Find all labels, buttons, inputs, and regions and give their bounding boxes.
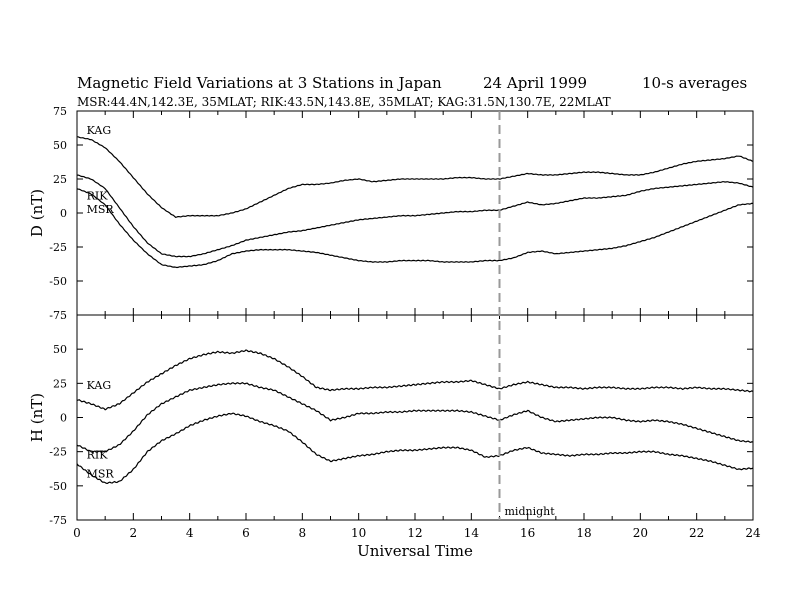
- y-tick-label-top: 75: [53, 105, 67, 118]
- y-tick-label-bottom: 0: [60, 412, 67, 425]
- x-tick-label: 22: [689, 526, 704, 540]
- y-tick-label-bottom: -25: [49, 446, 67, 459]
- y-tick-label-top: -25: [49, 241, 67, 254]
- station-coordinates: MSR:44.4N,142.3E, 35MLAT; RIK:43.5N,143.…: [77, 95, 611, 109]
- series-line-msr-top: [76, 188, 754, 269]
- chart-averaging: 10-s averages: [642, 74, 748, 92]
- y-tick-label-bottom: -50: [49, 480, 67, 493]
- x-tick-label: 24: [745, 526, 761, 540]
- series-line-kag-bottom: [76, 349, 754, 411]
- x-tick-label: 12: [407, 526, 422, 540]
- series-label-msr-top: MSR: [87, 203, 115, 216]
- chart-title: Magnetic Field Variations at 3 Stations …: [77, 74, 442, 92]
- series-line-rik-top: [77, 174, 754, 258]
- x-tick-label: 20: [633, 526, 648, 540]
- series-label-kag-top: KAG: [87, 124, 112, 137]
- x-tick-label: 8: [299, 526, 307, 540]
- series-line-rik-bottom: [76, 382, 754, 453]
- y-axis-label-bottom: H (nT): [28, 393, 46, 442]
- series-line-msr-bottom: [76, 412, 754, 485]
- y-tick-label-bottom: 25: [53, 377, 67, 390]
- x-tick-label: 0: [73, 526, 81, 540]
- x-tick-label: 16: [520, 526, 535, 540]
- y-tick-label-bottom: -75: [49, 514, 67, 527]
- midnight-label: midnight: [505, 505, 556, 518]
- x-axis-label: Universal Time: [357, 542, 473, 560]
- y-tick-label-top: 50: [53, 139, 67, 152]
- x-tick-label: 18: [576, 526, 591, 540]
- series-label-rik-bottom: RIK: [87, 449, 109, 462]
- panel-frame-bottom: [76, 314, 754, 521]
- y-axis-label-top: D (nT): [28, 189, 46, 237]
- y-tick-label-bottom: 50: [53, 343, 67, 356]
- series-label-msr-bottom: MSR: [87, 468, 115, 481]
- series-label-kag-bottom: KAG: [87, 379, 112, 392]
- x-tick-label: 14: [464, 526, 480, 540]
- x-tick-label: 2: [130, 526, 138, 540]
- y-tick-label-top: -50: [49, 275, 67, 288]
- panel-frame-top: [76, 110, 754, 316]
- y-tick-label-top: 0: [60, 207, 67, 220]
- x-tick-label: 10: [351, 526, 366, 540]
- chart-date: 24 April 1999: [483, 74, 587, 92]
- y-tick-label-top: -75: [49, 309, 67, 322]
- x-tick-label: 4: [186, 526, 194, 540]
- series-line-kag-top: [77, 136, 754, 218]
- series-label-rik-top: RIK: [87, 189, 109, 202]
- y-tick-label-top: 25: [53, 173, 67, 186]
- x-tick-label: 6: [242, 526, 250, 540]
